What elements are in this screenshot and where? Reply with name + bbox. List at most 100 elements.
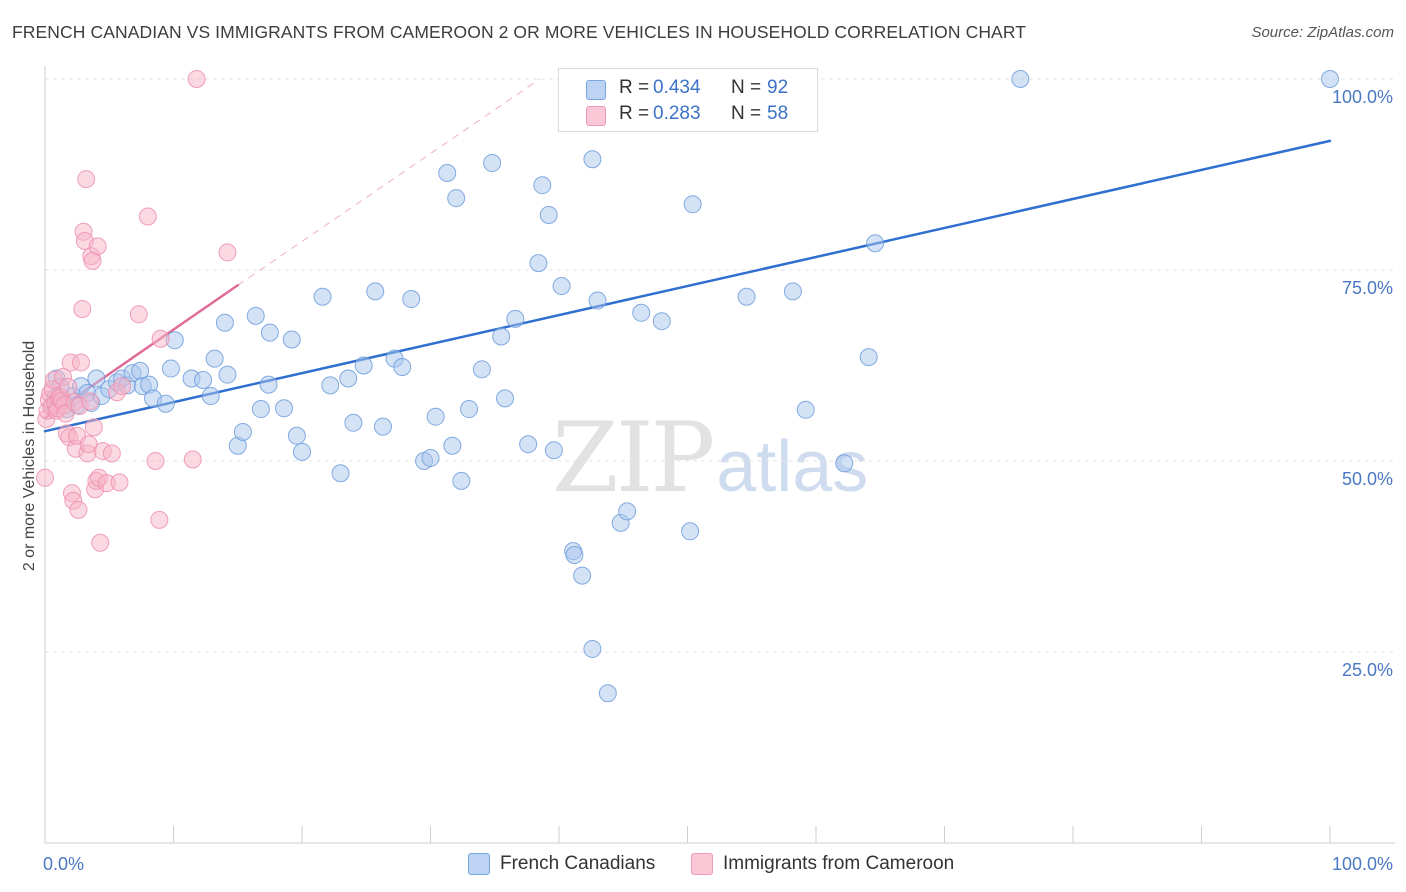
legend-n-label: N =	[731, 103, 762, 124]
point-french	[588, 291, 607, 310]
point-french	[573, 566, 592, 585]
point-french	[533, 176, 552, 195]
point-cameroon	[150, 510, 169, 529]
x-tick-label: 100.0%	[1332, 854, 1393, 874]
point-french	[447, 189, 466, 208]
point-french	[618, 502, 637, 521]
point-cameroon	[71, 353, 90, 372]
point-french	[796, 400, 815, 419]
point-french	[194, 371, 213, 390]
point-cameroon	[80, 392, 99, 411]
point-french	[1321, 70, 1339, 88]
point-french	[866, 234, 885, 253]
y-tick-label: 100.0%	[1332, 87, 1393, 107]
watermark-zip: ZIP	[552, 402, 715, 514]
point-cameroon	[84, 418, 103, 437]
axes	[44, 66, 1395, 844]
bottom-legend-label-cameroon: Immigrants from Cameroon	[723, 853, 955, 874]
point-french	[598, 684, 617, 703]
point-french	[1011, 70, 1030, 88]
point-french	[260, 323, 279, 342]
point-french	[683, 195, 702, 214]
bottom-legend-swatch-french	[468, 853, 490, 875]
point-french	[161, 359, 180, 378]
point-french	[652, 312, 671, 331]
point-french	[472, 360, 491, 379]
point-french	[539, 205, 558, 224]
point-french	[156, 394, 175, 413]
point-french	[460, 400, 479, 419]
point-french	[859, 348, 878, 367]
point-french	[496, 389, 515, 408]
legend-r-value: 0.283	[653, 103, 701, 124]
bottom-legend-swatch-cameroon	[691, 853, 713, 875]
point-french	[681, 522, 700, 541]
bottom-legend-label-french: French Canadians	[500, 853, 656, 874]
trend-line-french	[43, 139, 1332, 433]
point-french	[519, 435, 538, 454]
point-cameroon	[151, 329, 170, 348]
point-cameroon	[183, 450, 202, 469]
point-french	[259, 375, 278, 394]
point-french	[583, 150, 602, 169]
point-french	[483, 154, 502, 173]
point-french	[373, 417, 392, 436]
point-french	[344, 413, 363, 432]
legend-swatch-cameroon	[586, 106, 606, 126]
y-tick-label: 75.0%	[1342, 278, 1393, 298]
point-french	[205, 349, 224, 368]
tick-labels: 25.0% 50.0% 75.0% 100.0% 0.0% 100.0%	[43, 87, 1393, 874]
point-french	[87, 369, 106, 388]
point-french	[313, 287, 332, 306]
legend-swatch-french	[586, 80, 606, 100]
point-french	[275, 399, 294, 418]
point-french	[737, 287, 756, 306]
point-french	[354, 356, 373, 375]
point-cameroon	[88, 237, 107, 256]
point-french	[287, 426, 306, 445]
point-cameroon	[36, 468, 54, 487]
point-cameroon	[69, 500, 88, 519]
point-french	[835, 454, 854, 473]
point-french	[246, 306, 265, 325]
x-tick-label: 0.0%	[43, 854, 84, 874]
point-french	[331, 464, 350, 483]
y-tick-label: 50.0%	[1342, 469, 1393, 489]
point-french	[632, 303, 651, 322]
point-cameroon	[91, 533, 110, 552]
stats-legend: R = 0.434 N = 92 R = 0.283 N = 58	[558, 68, 818, 132]
point-french	[506, 309, 525, 328]
point-cameroon	[73, 299, 92, 318]
point-cameroon	[218, 243, 237, 262]
point-french	[492, 327, 511, 346]
point-cameroon	[187, 70, 206, 88]
point-french	[402, 290, 421, 309]
point-french	[443, 436, 462, 455]
point-french	[583, 639, 602, 658]
trend-extension	[237, 78, 541, 286]
legend-r-value: 0.434	[653, 77, 701, 98]
y-axis-label: 2 or more Vehicles in Household	[21, 341, 38, 571]
legend-r-label: R =	[619, 103, 650, 124]
point-cameroon	[146, 452, 165, 470]
point-french	[565, 545, 584, 564]
point-cameroon	[59, 377, 78, 396]
point-cameroon	[113, 377, 132, 396]
point-french	[251, 400, 270, 419]
point-french	[293, 442, 311, 461]
source-credit: Source: ZipAtlas.com	[1251, 24, 1394, 41]
chart-title: FRENCH CANADIAN VS IMMIGRANTS FROM CAMER…	[12, 22, 1027, 42]
point-cameroon	[77, 170, 96, 189]
point-french	[215, 313, 234, 332]
data-points	[36, 70, 1339, 703]
point-cameroon	[102, 444, 121, 463]
point-french	[393, 358, 412, 377]
point-french	[426, 407, 445, 426]
y-tick-label: 25.0%	[1342, 660, 1393, 680]
point-french	[783, 282, 802, 301]
point-cameroon	[138, 207, 157, 226]
legend-n-value: 58	[767, 103, 789, 124]
point-french	[452, 471, 471, 490]
point-french	[366, 282, 385, 301]
